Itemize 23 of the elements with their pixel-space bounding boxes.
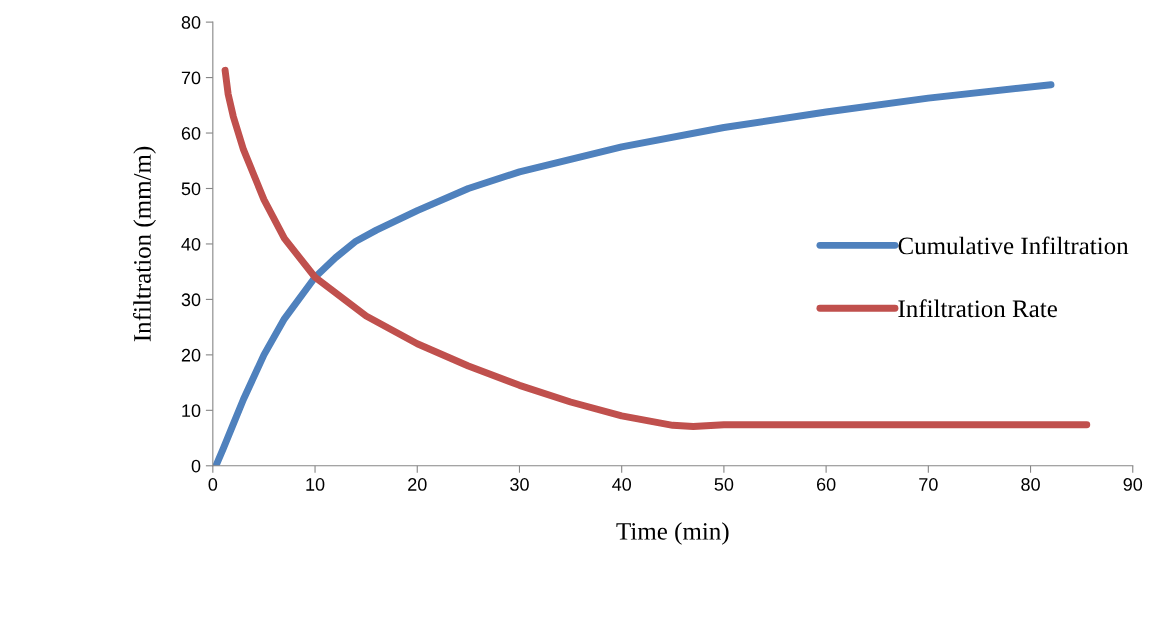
x-tick-label: 20 xyxy=(408,478,427,491)
y-tick-label: 60 xyxy=(181,126,201,140)
y-tick-label: 10 xyxy=(182,404,201,418)
legend-label: Infiltration Rate xyxy=(898,299,1057,318)
y-tick-label: 0 xyxy=(191,459,201,473)
x-tick-label: 50 xyxy=(714,478,734,491)
y-tick-label: 80 xyxy=(181,16,201,29)
y-tick-label: 30 xyxy=(181,293,201,307)
y-tick-label: 70 xyxy=(181,71,201,85)
x-axis-title: Time (min) xyxy=(616,522,729,545)
x-tick-label: 60 xyxy=(816,478,836,491)
y-axis-title: Infiltration (mm/m) xyxy=(133,146,156,342)
x-tick-label: 40 xyxy=(612,478,632,491)
x-tick-label: 30 xyxy=(510,478,529,491)
y-tick-label: 50 xyxy=(181,182,201,196)
y-tick-label: 20 xyxy=(181,348,201,362)
y-tick-label: 40 xyxy=(181,237,201,251)
legend-label: Cumulative Infiltration xyxy=(898,236,1129,255)
x-tick-label: 80 xyxy=(1021,478,1040,491)
x-tick-label: 10 xyxy=(306,478,325,491)
x-tick-label: 0 xyxy=(208,478,218,491)
x-tick-label: 90 xyxy=(1123,478,1143,491)
x-tick-label: 70 xyxy=(919,478,938,491)
